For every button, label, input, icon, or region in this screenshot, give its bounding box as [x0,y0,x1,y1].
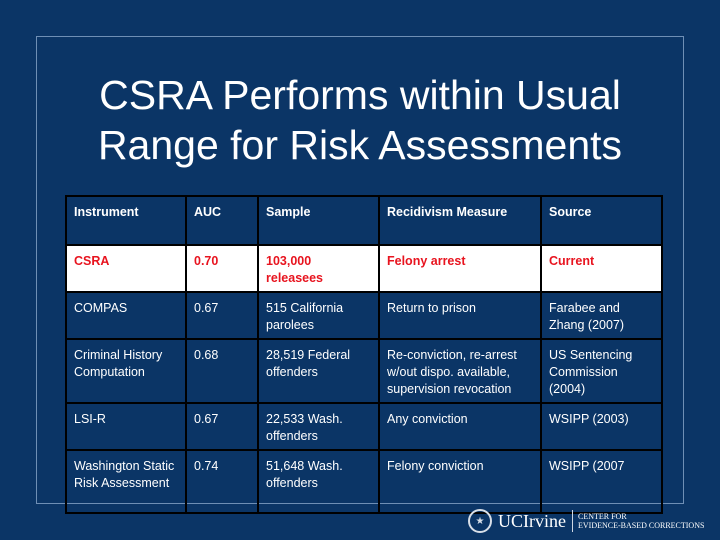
cell-auc: 0.70 [185,244,259,293]
table-row: LSI-R 0.67 22,533 Wash. offenders Any co… [65,402,663,451]
table-header-row: Instrument AUC Sample Recidivism Measure… [65,195,663,246]
cell-source: US Sentencing Commission (2004) [540,338,663,404]
footer-logo: ★ UCIrvine Center for Evidence-Based Cor… [468,506,708,536]
cell-auc: 0.67 [185,291,259,340]
cell-measure: Any conviction [378,402,542,451]
header-instrument: Instrument [65,195,187,246]
cell-auc: 0.74 [185,449,259,514]
table-row: CSRA 0.70 103,000 releasees Felony arres… [65,244,663,293]
cell-sample: 103,000 releasees [257,244,380,293]
cell-instrument: LSI-R [65,402,187,451]
cell-auc: 0.67 [185,402,259,451]
title-line-2: Range for Risk Assessments [97,122,623,168]
cell-instrument: Criminal History Computation [65,338,187,404]
cell-auc: 0.68 [185,338,259,404]
cell-source: Current [540,244,663,293]
header-sample: Sample [257,195,380,246]
slide-title: CSRA Performs within Usual Range for Ris… [36,70,684,170]
university-seal-icon: ★ [468,509,492,533]
logo-divider [571,510,573,532]
table-row: Criminal History Computation 0.68 28,519… [65,338,663,404]
header-source: Source [540,195,663,246]
cell-sample: 51,648 Wash. offenders [257,449,380,514]
brand-name: UCIrvine [498,510,566,531]
center-line-1: Center for [577,512,627,521]
risk-assessment-table: Instrument AUC Sample Recidivism Measure… [65,195,663,514]
title-line-1: CSRA Performs within Usual [99,72,621,118]
cell-source: Farabee and Zhang (2007) [540,291,663,340]
cell-instrument: CSRA [65,244,187,293]
center-line-2: Evidence-Based Corrections [577,521,705,530]
cell-measure: Felony conviction [378,449,542,514]
cell-sample: 28,519 Federal offenders [257,338,380,404]
cell-sample: 515 California parolees [257,291,380,340]
header-recidivism-measure: Recidivism Measure [378,195,542,246]
cell-source: WSIPP (2003) [540,402,663,451]
cell-instrument: Washington Static Risk Assessment [65,449,187,514]
cell-measure: Return to prison [378,291,542,340]
center-name: Center for Evidence-Based Corrections [578,512,704,530]
cell-instrument: COMPAS [65,291,187,340]
table-row: Washington Static Risk Assessment 0.74 5… [65,449,663,514]
cell-measure: Felony arrest [378,244,542,293]
cell-measure: Re-conviction, re-arrest w/out dispo. av… [378,338,542,404]
table-row: COMPAS 0.67 515 California parolees Retu… [65,291,663,340]
cell-sample: 22,533 Wash. offenders [257,402,380,451]
header-auc: AUC [185,195,259,246]
cell-source: WSIPP (2007 [540,449,663,514]
